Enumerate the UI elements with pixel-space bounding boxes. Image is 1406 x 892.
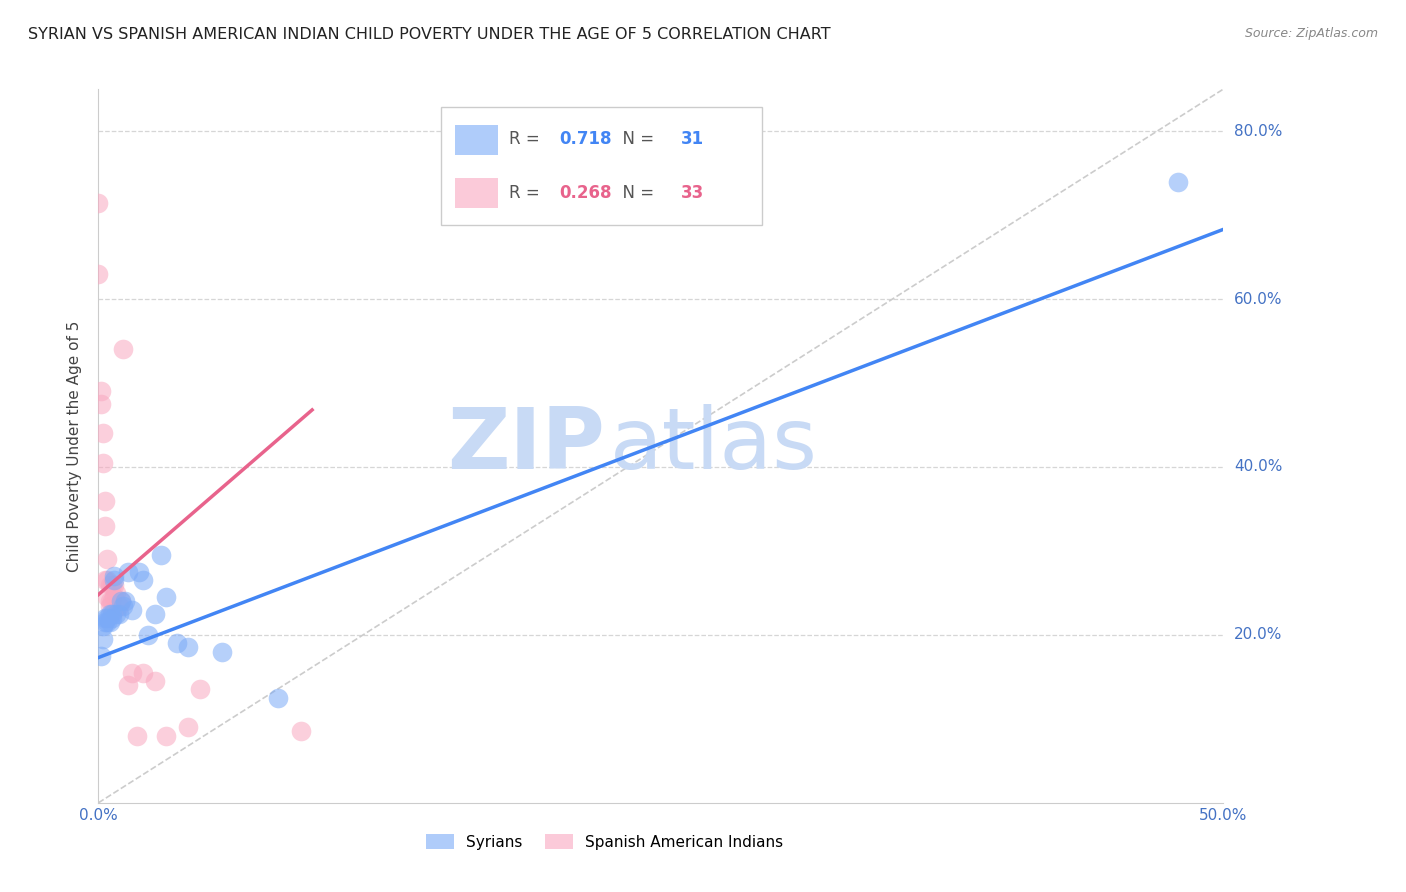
Point [96, 611, 118, 625]
Point [267, 690, 290, 705]
Point [94, 493, 117, 508]
Point [121, 603, 143, 617]
Point [1167, 175, 1189, 189]
Point [110, 594, 132, 608]
Point [117, 678, 139, 692]
Point [91, 632, 114, 646]
Point [87, 195, 110, 210]
Point [177, 720, 200, 734]
Point [103, 577, 125, 591]
Point [90, 397, 112, 411]
Point [112, 599, 135, 613]
Point [94, 574, 117, 588]
Point [114, 594, 136, 608]
Point [101, 594, 124, 608]
Text: 60.0%: 60.0% [1234, 292, 1282, 307]
FancyBboxPatch shape [456, 178, 498, 209]
Point [155, 590, 177, 604]
FancyBboxPatch shape [441, 107, 762, 225]
Text: 31: 31 [681, 130, 704, 148]
Point [101, 607, 124, 621]
Text: Source: ZipAtlas.com: Source: ZipAtlas.com [1244, 27, 1378, 40]
Point [103, 590, 125, 604]
Point [103, 603, 125, 617]
Point [166, 636, 188, 650]
Point [143, 607, 166, 621]
Point [107, 607, 129, 621]
Point [98, 599, 121, 613]
Point [121, 665, 143, 680]
Point [103, 574, 125, 588]
Text: 40.0%: 40.0% [1234, 459, 1282, 475]
Point [132, 574, 155, 588]
Point [94, 615, 117, 630]
Text: atlas: atlas [610, 404, 818, 488]
Point [90, 384, 112, 399]
Point [101, 611, 124, 625]
Point [105, 607, 128, 621]
Point [112, 343, 135, 357]
Text: 20.0%: 20.0% [1234, 627, 1282, 642]
Text: 0.268: 0.268 [560, 184, 612, 202]
Point [211, 645, 233, 659]
Point [136, 628, 159, 642]
Point [128, 565, 150, 579]
Point [87, 267, 110, 281]
Point [96, 615, 118, 630]
Text: SYRIAN VS SPANISH AMERICAN INDIAN CHILD POVERTY UNDER THE AGE OF 5 CORRELATION C: SYRIAN VS SPANISH AMERICAN INDIAN CHILD … [28, 27, 831, 42]
Point [98, 594, 121, 608]
Point [91, 456, 114, 470]
Point [94, 518, 117, 533]
Text: N =: N = [613, 130, 659, 148]
Text: 33: 33 [681, 184, 704, 202]
Point [117, 565, 139, 579]
Point [98, 615, 121, 630]
Point [98, 607, 121, 621]
Text: ZIP: ZIP [447, 404, 605, 488]
Text: R =: R = [509, 130, 546, 148]
Point [96, 590, 118, 604]
Point [96, 552, 118, 566]
Text: 80.0%: 80.0% [1234, 124, 1282, 138]
Point [188, 682, 211, 697]
Point [90, 648, 112, 663]
Point [143, 674, 166, 689]
Point [177, 640, 200, 655]
Text: 0.718: 0.718 [560, 130, 612, 148]
Y-axis label: Child Poverty Under the Age of 5: Child Poverty Under the Age of 5 [67, 320, 83, 572]
Point [150, 548, 173, 562]
Point [105, 586, 128, 600]
Legend: Syrians, Spanish American Indians: Syrians, Spanish American Indians [420, 828, 789, 855]
Point [101, 577, 124, 591]
Point [155, 729, 177, 743]
Point [91, 619, 114, 633]
Text: N =: N = [613, 184, 659, 202]
Point [94, 611, 117, 625]
Point [132, 665, 155, 680]
Point [290, 724, 312, 739]
Point [96, 574, 118, 588]
Point [98, 577, 121, 591]
Point [107, 599, 129, 613]
Point [110, 594, 132, 608]
FancyBboxPatch shape [456, 125, 498, 155]
Point [125, 729, 148, 743]
Point [103, 569, 125, 583]
Text: R =: R = [509, 184, 546, 202]
Point [91, 426, 114, 441]
